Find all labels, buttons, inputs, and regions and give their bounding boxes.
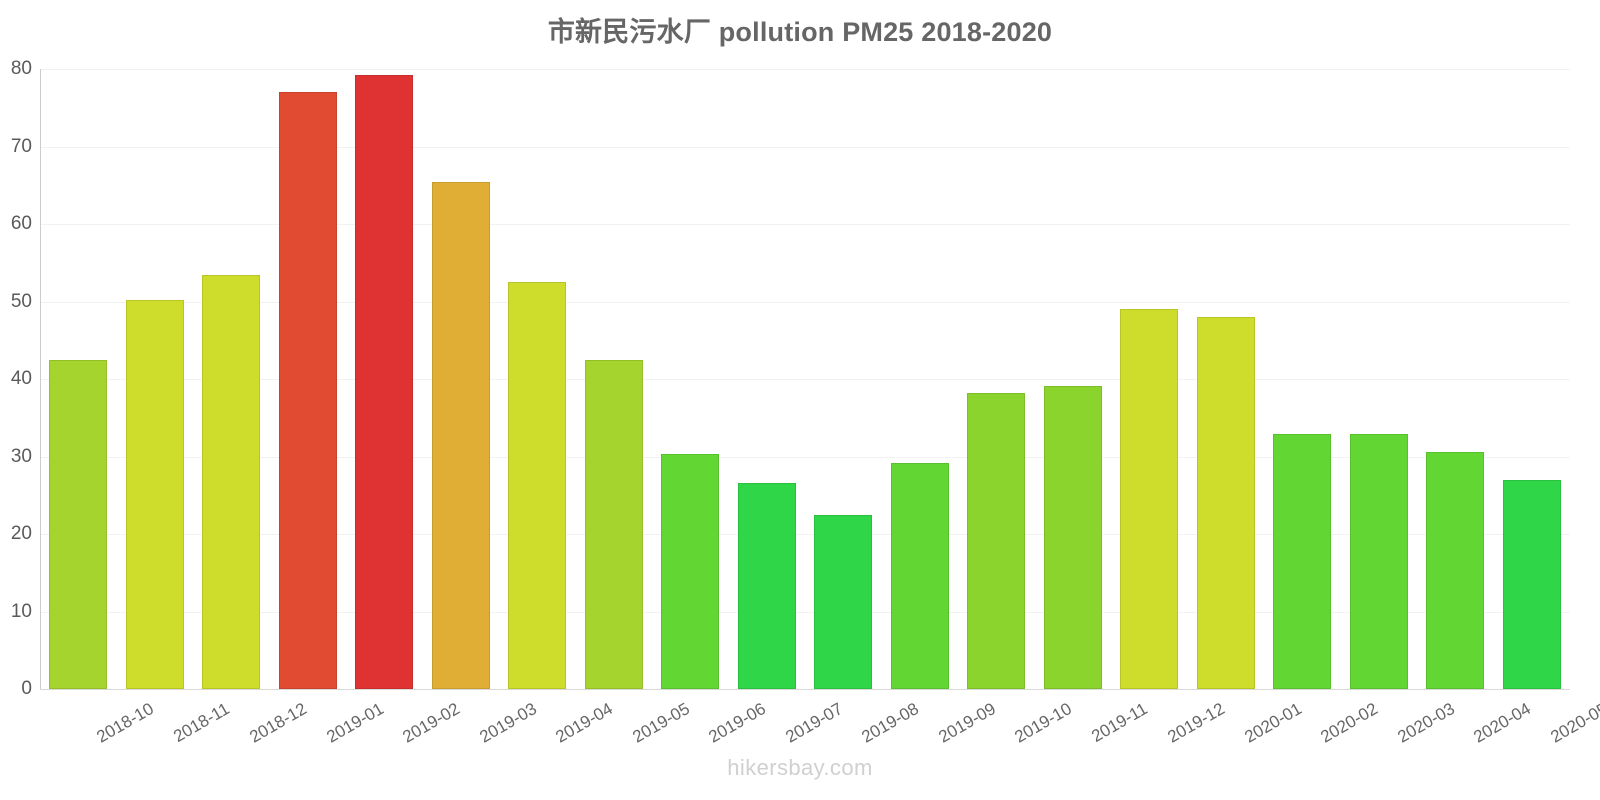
y-tick-label: 10 (10, 600, 32, 622)
chart-title: 市新民污水厂 pollution PM25 2018-2020 (547, 17, 1053, 47)
gridline-10 (40, 611, 1570, 613)
gridline-50 (40, 301, 1570, 303)
bar[interactable] (737, 482, 796, 689)
gridline-70 (40, 146, 1570, 148)
bar[interactable] (1120, 309, 1179, 689)
x-tick-label: 2019-06 (705, 699, 770, 747)
chart-gridlines (40, 69, 1570, 690)
x-tick-label: 2019-02 (399, 699, 464, 747)
x-tick-label: 2019-01 (323, 699, 387, 747)
bar[interactable] (584, 360, 643, 689)
x-tick-label: 2019-03 (476, 699, 540, 747)
bars-container (40, 69, 1570, 689)
gridline-80 (40, 69, 1570, 70)
bar[interactable] (661, 454, 720, 689)
bar[interactable] (431, 182, 490, 689)
bar[interactable] (1273, 434, 1332, 689)
y-tick-label: 60 (10, 213, 32, 234)
x-tick-label: 2020-03 (1394, 699, 1458, 747)
bar[interactable] (1043, 385, 1102, 689)
bar[interactable] (1502, 479, 1561, 689)
y-tick-label: 40 (10, 368, 32, 389)
gridline-60 (40, 224, 1570, 225)
x-tick-label: 2019-11 (1087, 699, 1151, 747)
y-tick-label: 20 (10, 523, 32, 544)
x-tick-label: 2018-12 (246, 699, 311, 747)
bar[interactable] (508, 282, 567, 689)
bar[interactable] (890, 463, 949, 689)
x-tick-label: 2020-05 (1547, 699, 1600, 747)
x-tick-label: 2019-04 (552, 699, 617, 747)
gridline-0 (40, 689, 1570, 690)
x-tick-label: 2018-11 (169, 699, 233, 747)
bar[interactable] (49, 360, 108, 689)
bar[interactable] (1426, 451, 1485, 689)
x-tick-label: 2018-10 (93, 699, 158, 747)
x-tick-label: 2019-07 (782, 699, 846, 747)
gridline-40 (40, 379, 1570, 380)
y-axis-line (40, 69, 41, 689)
bar[interactable] (125, 299, 184, 689)
x-tick-label: 2019-10 (1011, 699, 1076, 747)
x-tick-label: 2020-04 (1470, 699, 1535, 747)
bar[interactable] (202, 275, 261, 689)
x-tick-label: 2019-08 (858, 699, 923, 747)
footer-credit: hikersbay.com (727, 755, 873, 780)
bar[interactable] (278, 92, 337, 689)
x-tick-label: 2019-12 (1164, 699, 1229, 747)
bar[interactable] (967, 392, 1026, 689)
y-tick-label: 0 (21, 678, 32, 699)
x-tick-label: 2019-05 (629, 699, 693, 747)
bar[interactable] (814, 515, 873, 689)
bar[interactable] (1349, 434, 1408, 689)
x-tick-label: 2020-01 (1241, 699, 1305, 747)
y-tick-label: 80 (10, 58, 32, 79)
gridline-20 (40, 534, 1570, 535)
y-tick-label: 50 (10, 290, 32, 312)
x-tick-label: 2020-02 (1317, 699, 1382, 747)
bar[interactable] (1196, 317, 1255, 689)
y-tick-label: 30 (10, 445, 32, 467)
bar[interactable] (355, 75, 414, 689)
x-tick-label: 2019-09 (935, 699, 999, 747)
gridline-30 (40, 456, 1570, 458)
y-tick-label: 70 (10, 135, 32, 157)
